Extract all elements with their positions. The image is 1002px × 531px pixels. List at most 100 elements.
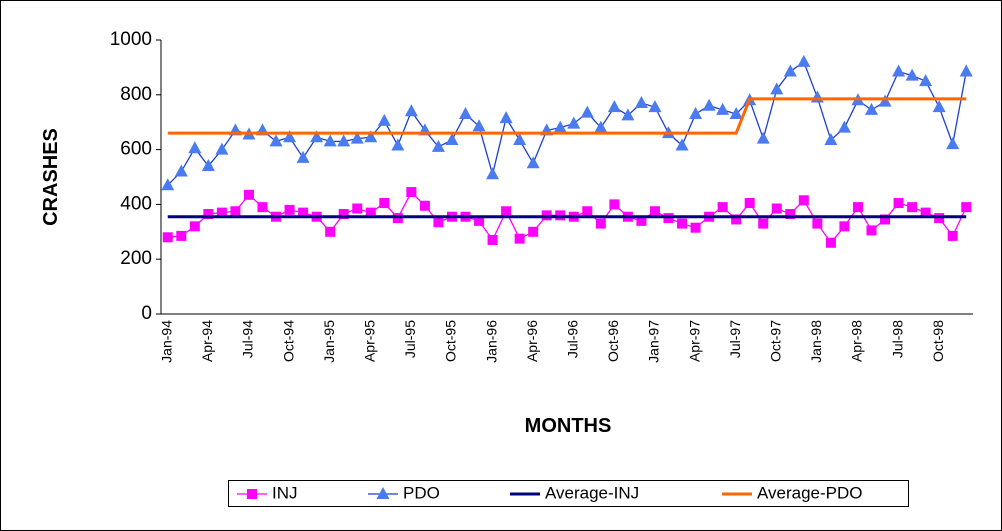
legend-label: PDO bbox=[403, 483, 440, 502]
data-point bbox=[161, 178, 175, 191]
legend-label: INJ bbox=[272, 483, 298, 502]
data-point bbox=[729, 106, 743, 119]
data-point bbox=[649, 206, 660, 217]
data-point bbox=[296, 150, 310, 163]
data-point bbox=[431, 139, 445, 152]
data-point bbox=[758, 218, 769, 229]
y-tick-label: 400 bbox=[120, 193, 152, 214]
data-point bbox=[878, 94, 892, 107]
x-tick-label: Jan-95 bbox=[321, 320, 337, 363]
data-point bbox=[636, 215, 647, 226]
data-point bbox=[513, 133, 527, 146]
data-point bbox=[350, 131, 364, 144]
y-tick-label: 600 bbox=[120, 139, 152, 160]
y-tick-label: 200 bbox=[120, 248, 152, 269]
x-tick-label: Oct-97 bbox=[767, 320, 783, 362]
data-point bbox=[528, 226, 539, 237]
data-point bbox=[865, 102, 878, 115]
x-tick-label: Jul-94 bbox=[240, 320, 256, 358]
x-tick-label: Jul-97 bbox=[727, 320, 743, 358]
x-tick-label: Jul-98 bbox=[889, 320, 905, 358]
data-point bbox=[501, 206, 512, 217]
data-point bbox=[162, 232, 173, 243]
x-tick-label: Jul-95 bbox=[402, 320, 418, 358]
x-tick-label: Jan-96 bbox=[483, 320, 499, 363]
data-point bbox=[839, 221, 850, 232]
y-tick-label: 0 bbox=[141, 303, 152, 324]
data-point bbox=[947, 230, 958, 241]
data-point bbox=[216, 207, 227, 218]
data-point bbox=[419, 200, 430, 211]
data-point bbox=[283, 130, 297, 143]
data-point bbox=[852, 202, 863, 213]
data-point bbox=[445, 133, 459, 146]
data-point bbox=[174, 164, 188, 177]
legend-box bbox=[228, 480, 909, 507]
data-point bbox=[837, 120, 851, 133]
data-point bbox=[284, 204, 295, 215]
data-point bbox=[580, 105, 594, 118]
data-point bbox=[609, 199, 620, 210]
x-tick-label: Oct-94 bbox=[280, 320, 296, 362]
data-point bbox=[785, 208, 796, 219]
data-point bbox=[176, 230, 187, 241]
data-point bbox=[203, 208, 214, 219]
legend-marker bbox=[247, 489, 257, 499]
data-point bbox=[920, 207, 931, 218]
data-point bbox=[783, 64, 797, 77]
data-point bbox=[621, 108, 635, 121]
data-point bbox=[243, 189, 254, 200]
data-point bbox=[690, 222, 701, 233]
data-point bbox=[486, 167, 500, 180]
x-tick-label: Oct-98 bbox=[930, 320, 946, 362]
data-point bbox=[201, 159, 215, 172]
data-point bbox=[364, 130, 378, 143]
data-point bbox=[771, 203, 782, 214]
data-point bbox=[717, 202, 728, 213]
data-point bbox=[582, 206, 593, 217]
data-point bbox=[689, 106, 703, 119]
data-point bbox=[932, 100, 946, 113]
data-point bbox=[230, 206, 241, 217]
data-point bbox=[607, 100, 621, 113]
data-point bbox=[526, 156, 540, 169]
legend-label: Average-INJ bbox=[545, 483, 639, 502]
data-point bbox=[379, 198, 390, 209]
data-point bbox=[338, 208, 349, 219]
data-point bbox=[433, 217, 444, 228]
data-point bbox=[675, 138, 689, 151]
data-point bbox=[499, 111, 513, 124]
data-point bbox=[798, 195, 809, 206]
data-point bbox=[797, 54, 811, 67]
x-tick-label: Jan-97 bbox=[646, 320, 662, 363]
data-point bbox=[907, 202, 918, 213]
data-point bbox=[824, 133, 838, 146]
data-point bbox=[257, 202, 268, 213]
data-point bbox=[959, 64, 973, 77]
data-point bbox=[716, 102, 730, 115]
data-point bbox=[919, 74, 933, 87]
data-point bbox=[189, 221, 200, 232]
data-point bbox=[595, 218, 606, 229]
x-tick-label: Apr-94 bbox=[199, 320, 215, 362]
data-point bbox=[770, 82, 784, 95]
x-tick-label: Oct-95 bbox=[443, 320, 459, 362]
x-tick-label: Apr-97 bbox=[686, 320, 702, 362]
data-point bbox=[310, 130, 324, 143]
data-point bbox=[961, 202, 972, 213]
data-point bbox=[594, 120, 608, 133]
x-tick-label: Jul-96 bbox=[564, 320, 580, 358]
data-point bbox=[487, 235, 498, 246]
x-tick-label: Jan-98 bbox=[808, 320, 824, 363]
data-point bbox=[731, 214, 742, 225]
data-point bbox=[946, 137, 960, 150]
x-tick-label: Jan-94 bbox=[158, 320, 174, 363]
data-point bbox=[880, 214, 891, 225]
y-axis-title: CRASHES bbox=[40, 128, 62, 226]
data-point bbox=[215, 142, 229, 155]
data-point bbox=[756, 131, 770, 144]
data-point bbox=[474, 215, 485, 226]
y-tick-label: 1000 bbox=[110, 29, 152, 50]
data-point bbox=[825, 237, 836, 248]
